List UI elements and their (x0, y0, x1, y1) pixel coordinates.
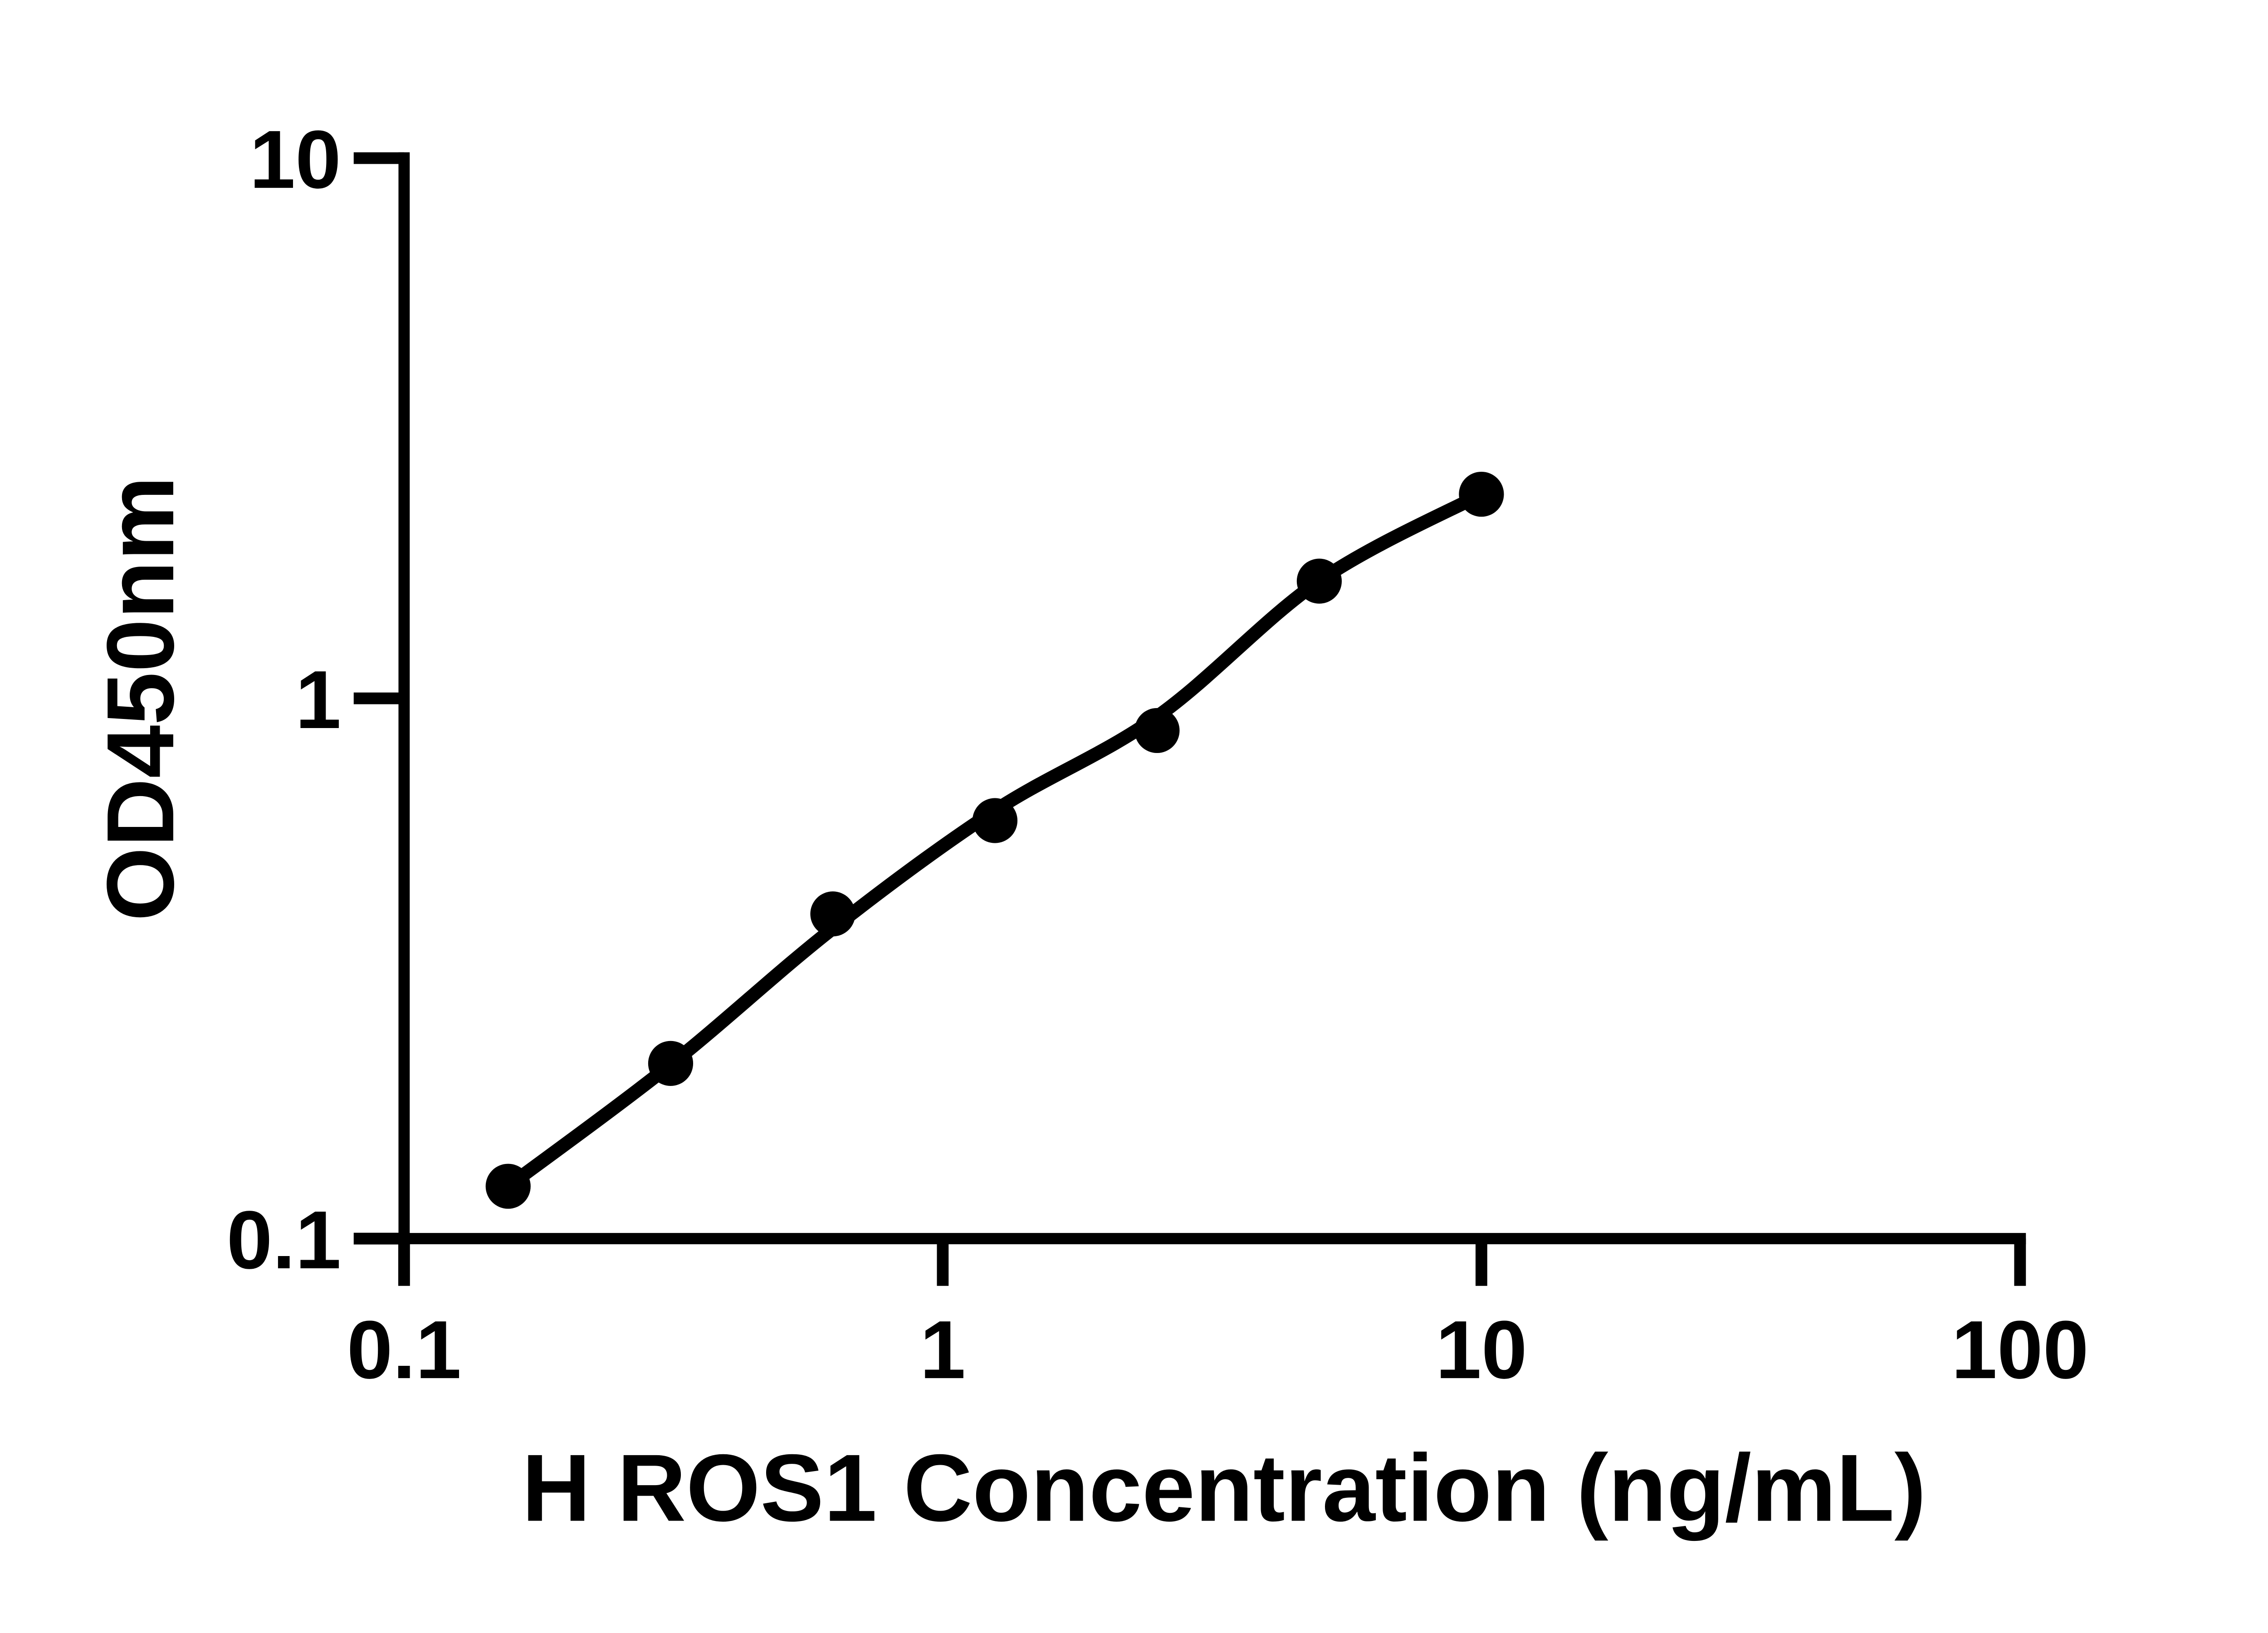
data-point-marker (1459, 471, 1504, 517)
x-axis-ticks: 0.1 1 10 100 (347, 1238, 2089, 1396)
x-tick-label: 1 (920, 1304, 966, 1396)
data-point-marker (1296, 558, 1342, 604)
data-point-marker (648, 1041, 694, 1086)
y-tick-label: 10 (249, 114, 341, 205)
x-axis: 0.1 1 10 100 H ROS1 Concentration (ng/mL) (347, 1233, 2089, 1541)
x-axis-title: H ROS1 Concentration (ng/mL) (522, 1435, 1926, 1541)
y-tick-label: 0.1 (227, 1194, 341, 1286)
x-tick-label: 100 (1951, 1304, 2089, 1396)
x-tick-label: 10 (1436, 1304, 1527, 1396)
data-points (485, 471, 1504, 1209)
y-axis-ticks: 10 1 0.1 (227, 114, 404, 1286)
x-tick-label: 0.1 (347, 1304, 461, 1396)
data-point-marker (972, 798, 1018, 843)
y-axis: 10 1 0.1 OD450nm (87, 114, 410, 1286)
y-tick-label: 1 (295, 654, 341, 746)
y-axis-title: OD450nm (87, 476, 194, 921)
data-point-marker (485, 1164, 531, 1209)
data-point-marker (1134, 708, 1180, 753)
data-point-marker (810, 891, 855, 937)
